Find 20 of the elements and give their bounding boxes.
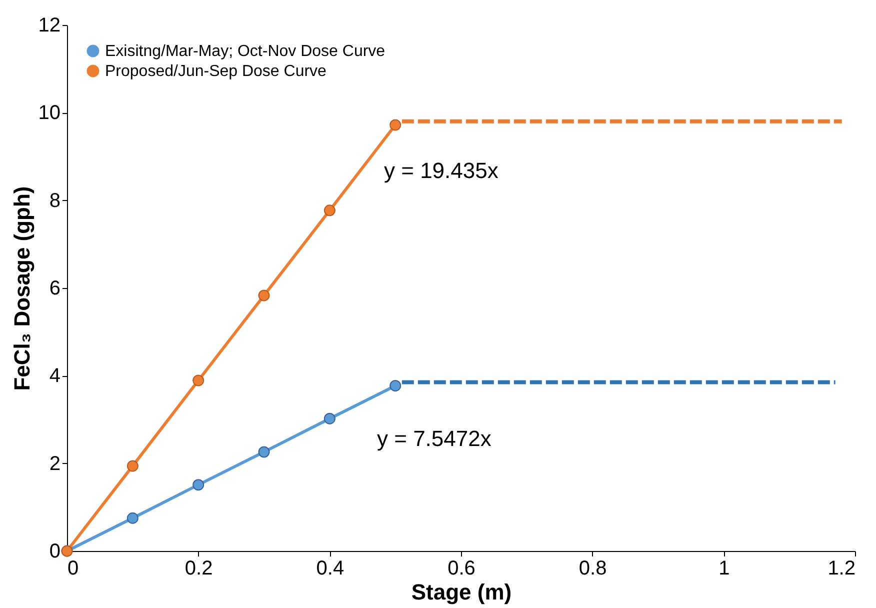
- annotation: y = 7.5472x: [377, 426, 492, 451]
- legend-label: Exisitng/Mar-May; Oct-Nov Dose Curve: [105, 43, 386, 60]
- legend-label: Proposed/Jun-Sep Dose Curve: [105, 63, 327, 80]
- x-tick-label: 0.2: [184, 558, 213, 580]
- x-tick-label: 0.6: [448, 558, 476, 580]
- x-tick-label: 0.8: [578, 558, 607, 580]
- x-axis-title: Stage (m): [411, 580, 512, 604]
- y-tick-label: 2: [49, 452, 60, 475]
- y-tick-label: 0: [49, 540, 60, 562]
- x-tick-label: 1.2: [828, 558, 856, 580]
- y-tick-label: 8: [49, 190, 60, 212]
- y-axis-title: FeCl₃ Dosage (gph): [9, 186, 34, 391]
- x-tick-label: 0: [68, 558, 79, 580]
- y-tick-label: 4: [49, 365, 60, 388]
- y-tick-label: 10: [38, 102, 60, 124]
- x-tick-label: 1: [718, 558, 730, 580]
- x-tick-label: 0.4: [316, 558, 344, 580]
- annotation: y = 19.435x: [384, 158, 498, 183]
- y-tick-label: 12: [38, 14, 60, 36]
- y-tick-label: 6: [49, 278, 60, 300]
